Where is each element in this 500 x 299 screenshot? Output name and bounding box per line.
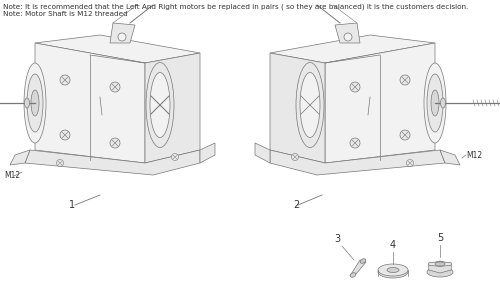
Ellipse shape — [300, 72, 320, 138]
Polygon shape — [428, 261, 452, 273]
Circle shape — [292, 153, 298, 161]
Ellipse shape — [24, 63, 46, 143]
Text: M12: M12 — [4, 172, 20, 181]
Ellipse shape — [427, 267, 453, 277]
Polygon shape — [270, 150, 445, 175]
Circle shape — [110, 82, 120, 92]
Text: M12: M12 — [466, 150, 482, 159]
Ellipse shape — [378, 266, 408, 278]
Ellipse shape — [24, 98, 29, 108]
Text: Note: It is recommended that the Left And Right motors be replaced in pairs ( so: Note: It is recommended that the Left An… — [3, 4, 468, 10]
Circle shape — [172, 153, 178, 161]
Text: 3: 3 — [334, 234, 340, 244]
Ellipse shape — [150, 72, 170, 138]
Circle shape — [400, 130, 410, 140]
Polygon shape — [335, 23, 360, 43]
Ellipse shape — [378, 264, 408, 276]
Polygon shape — [145, 53, 200, 163]
Circle shape — [400, 75, 410, 85]
Circle shape — [350, 82, 360, 92]
Polygon shape — [428, 262, 452, 266]
Ellipse shape — [31, 90, 39, 116]
Ellipse shape — [435, 262, 445, 266]
Polygon shape — [350, 260, 366, 276]
Ellipse shape — [360, 259, 366, 263]
Polygon shape — [200, 143, 215, 163]
Ellipse shape — [146, 62, 174, 147]
Circle shape — [60, 130, 70, 140]
Text: 4: 4 — [390, 240, 396, 250]
Polygon shape — [10, 150, 30, 165]
Ellipse shape — [387, 268, 399, 272]
Text: 5: 5 — [437, 233, 443, 243]
Polygon shape — [25, 150, 200, 175]
Circle shape — [344, 33, 352, 41]
Polygon shape — [325, 43, 435, 163]
Ellipse shape — [431, 90, 439, 116]
Circle shape — [56, 159, 64, 167]
Ellipse shape — [350, 273, 356, 277]
Ellipse shape — [296, 62, 324, 147]
Circle shape — [406, 159, 414, 167]
Polygon shape — [440, 150, 460, 165]
Circle shape — [60, 75, 70, 85]
Polygon shape — [35, 35, 200, 63]
Text: 2: 2 — [293, 200, 299, 210]
Polygon shape — [110, 23, 135, 43]
Circle shape — [110, 138, 120, 148]
Circle shape — [350, 138, 360, 148]
Ellipse shape — [424, 63, 446, 143]
Ellipse shape — [440, 98, 446, 108]
Text: Note: Motor Shaft is M12 threaded: Note: Motor Shaft is M12 threaded — [3, 11, 128, 17]
Text: 1: 1 — [69, 200, 75, 210]
Polygon shape — [270, 35, 435, 63]
Ellipse shape — [27, 74, 43, 132]
Ellipse shape — [427, 74, 443, 132]
Polygon shape — [35, 43, 145, 163]
Polygon shape — [270, 53, 325, 163]
Circle shape — [118, 33, 126, 41]
Polygon shape — [255, 143, 270, 163]
